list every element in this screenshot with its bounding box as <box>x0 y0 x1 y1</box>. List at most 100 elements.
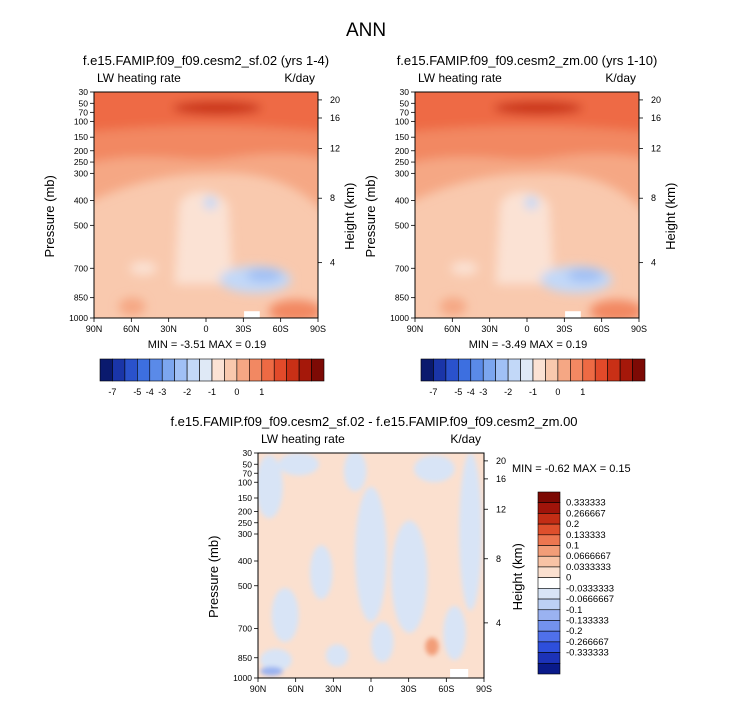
p0-minmax: MIN = -3.51 MAX = 0.19 <box>148 339 267 351</box>
p2-ytick-1: 50 <box>243 459 253 469</box>
p0-cbar-box-14 <box>273 358 287 382</box>
p2-ytick-5: 200 <box>238 507 252 517</box>
p0-ytick-1: 50 <box>79 98 89 108</box>
p1-cbar-box-15 <box>607 358 621 382</box>
p0-cbar-box-2 <box>124 358 138 382</box>
p2-cbar-box-11 <box>537 609 561 621</box>
p2-xtick-4: 30S <box>401 684 417 694</box>
p1-xtick-0: 90N <box>407 324 424 334</box>
p0-blue-spot <box>203 195 218 210</box>
p1-cbar-box-1 <box>433 358 447 382</box>
p0-field <box>94 92 318 318</box>
p1-cbar-box-5 <box>482 358 496 382</box>
p2-cbar-label-13: -0.266667 <box>566 637 609 648</box>
p1-sfc-warm2 <box>439 297 467 316</box>
p2-neg-9 <box>443 606 466 660</box>
p2-cbar-label-8: -0.0333333 <box>566 583 614 594</box>
p1-ytick-6: 250 <box>395 157 409 167</box>
p0-tongue <box>174 191 233 285</box>
p1-y2tick-3: 8 <box>651 193 656 203</box>
p2-cbar-box-7 <box>537 566 561 578</box>
p1-cbar-box-8 <box>520 358 534 382</box>
p0-cbar-box-15 <box>286 358 300 382</box>
p0-cbar-box-16 <box>298 358 312 382</box>
p1-ylabel: Pressure (mb) <box>363 175 378 257</box>
p1-ytick-3: 100 <box>395 116 409 126</box>
p1-xtick-4: 30S <box>556 324 572 334</box>
p0-cbar-label-1: -5 <box>133 387 141 397</box>
p0-ytick-5: 200 <box>74 146 88 156</box>
p2-field <box>258 453 484 678</box>
p0-cbar-label-6: 0 <box>234 387 239 397</box>
p2-cbar-box-13 <box>537 630 561 643</box>
p1-cbar-label-0: -7 <box>429 387 437 397</box>
p1-contours <box>415 92 639 318</box>
p2-ytick-11: 850 <box>238 653 252 663</box>
p0-y2tick-3: 8 <box>330 193 335 203</box>
p2-cbar-label-11: -0.133333 <box>566 615 609 626</box>
p0-cbar-box-8 <box>199 358 213 382</box>
p2-y2tick-4: 4 <box>496 618 501 628</box>
p2-cbar-label-14: -0.333333 <box>566 648 609 659</box>
p2-cbar-box-3 <box>537 523 561 536</box>
p0-contours <box>94 92 318 318</box>
p0-ytick-8: 400 <box>74 195 88 205</box>
p0-xtick-4: 30S <box>235 324 251 334</box>
p0-core <box>172 101 262 115</box>
p0-ylabel: Pressure (mb) <box>42 175 57 257</box>
p2-ytick-2: 70 <box>243 468 253 478</box>
p2-cbar-box-2 <box>537 513 561 525</box>
p2-cbar-label-4: 0.1 <box>566 541 579 552</box>
p1-cbar-box-13 <box>582 358 596 382</box>
p2-ylabel: Pressure (mb) <box>206 536 221 618</box>
p0-ytick-4: 150 <box>74 132 88 142</box>
p2-right-label: K/day <box>450 432 481 446</box>
p2-neg-1 <box>278 453 320 476</box>
p1-cbar-box-6 <box>495 358 509 382</box>
p2-contours <box>258 453 482 676</box>
p0-right-label: K/day <box>284 71 315 85</box>
p0-cbar-box-12 <box>249 358 263 382</box>
p2-neg-7 <box>309 545 333 600</box>
p0-cbar-box-6 <box>174 358 188 382</box>
p1-cbar-box-4 <box>470 358 484 382</box>
p0-y2tick-4: 4 <box>330 258 335 268</box>
p0-cbar-box-17 <box>311 358 325 382</box>
p2-cbar-label-10: -0.1 <box>566 605 582 616</box>
p0-cbar-box-5 <box>161 358 175 382</box>
p0-cbar-label-7: 1 <box>259 387 264 397</box>
p2-cbar-box-4 <box>537 534 561 546</box>
p1-right-label: K/day <box>605 71 636 85</box>
p1-core <box>493 101 583 115</box>
p1-ytick-12: 1000 <box>390 313 409 323</box>
p1-xtick-1: 60N <box>444 324 461 334</box>
p1-minmax: MIN = -3.49 MAX = 0.19 <box>469 339 588 351</box>
p0-sfc-warm2 <box>118 297 146 316</box>
p2-xtick-3: 0 <box>368 684 373 694</box>
p2-neg-2 <box>343 453 367 492</box>
p2-y2tick-0: 20 <box>496 456 506 466</box>
p0-ytick-9: 500 <box>74 220 88 230</box>
p0-cbar-box-13 <box>261 358 275 382</box>
p2-ytick-4: 150 <box>238 493 252 503</box>
p0-ytick-7: 300 <box>74 168 88 178</box>
p2-xtick-0: 90N <box>250 684 267 694</box>
p0-ytick-3: 100 <box>74 116 88 126</box>
p2-ytick-3: 100 <box>238 477 252 487</box>
p0-cbar-box-7 <box>186 358 200 382</box>
p1-cbar-box-3 <box>458 358 472 382</box>
p1-cbar-box-9 <box>532 358 546 382</box>
p1-cbar-label-5: -1 <box>529 387 537 397</box>
p2-cbar-box-14 <box>537 641 561 653</box>
p2-ytick-10: 700 <box>238 624 252 634</box>
panel-sf02: f.e15.FAMIP.f09_f09.cesm2_sf.02 (yrs 1-4… <box>42 53 357 397</box>
p1-y2label: Height (km) <box>663 183 678 250</box>
p0-cbar-label-4: -2 <box>183 387 191 397</box>
p1-left-label: LW heating rate <box>418 71 502 85</box>
p1-xtick-3: 0 <box>524 324 529 334</box>
p2-cbar-box-16 <box>537 662 561 675</box>
p1-cbar-box-17 <box>632 358 646 382</box>
p2-cbar-label-5: 0.0666667 <box>566 551 611 562</box>
p2-title: f.e15.FAMIP.f09_f09.cesm2_sf.02 - f.e15.… <box>170 414 577 429</box>
